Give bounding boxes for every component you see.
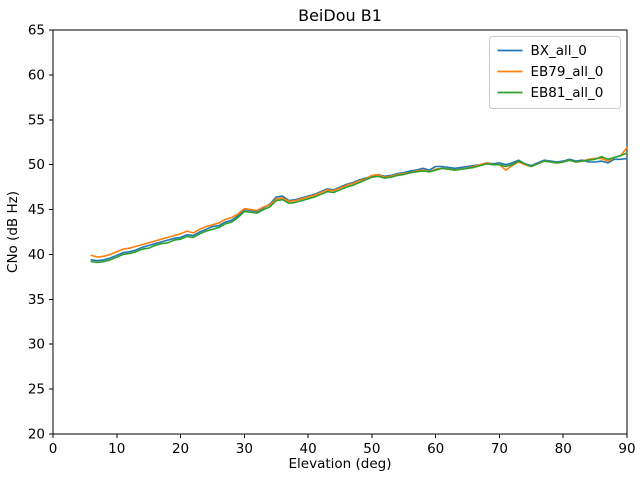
- y-tick-label: 65: [28, 23, 45, 39]
- y-axis-label: CNo (dB Hz): [5, 191, 21, 273]
- y-tick-label: 60: [28, 67, 45, 83]
- y-axis-ticks: 20 25 30 35 40 45 50 55 60 65: [28, 23, 53, 443]
- series-line-BX_all_0: [90, 157, 628, 262]
- y-tick-label: 50: [28, 157, 45, 173]
- y-tick-label: 35: [28, 292, 45, 308]
- x-tick-label: 40: [300, 441, 317, 457]
- series-lines: [90, 146, 628, 264]
- x-tick-label: 10: [108, 441, 125, 457]
- legend-label-BX_all_0: BX_all_0: [531, 43, 587, 59]
- series-line-EB81_all_0: [90, 152, 628, 264]
- y-tick-label: 55: [28, 112, 45, 128]
- x-axis-label: Elevation (deg): [289, 456, 392, 472]
- x-tick-label: 60: [427, 441, 444, 457]
- axes-spines: [52, 29, 628, 435]
- x-tick-label: 0: [49, 441, 58, 457]
- x-axis-ticks: 0 10 20 30 40 50 60 70 80 90: [49, 434, 636, 457]
- legend-label-EB81_all_0: EB81_all_0: [531, 85, 604, 101]
- y-tick-label: 45: [28, 202, 45, 218]
- legend-box: [489, 36, 621, 109]
- y-tick-label: 30: [28, 337, 45, 353]
- legend: BX_all_0 EB79_all_0 EB81_all_0: [489, 36, 621, 109]
- x-tick-label: 80: [555, 441, 572, 457]
- chart-title: BeiDou B1: [298, 6, 382, 25]
- x-tick-label: 50: [363, 441, 380, 457]
- legend-label-EB79_all_0: EB79_all_0: [531, 64, 604, 80]
- y-tick-label: 40: [28, 247, 45, 263]
- x-tick-label: 70: [491, 441, 508, 457]
- x-tick-label: 20: [172, 441, 189, 457]
- x-tick-label: 90: [618, 441, 635, 457]
- y-tick-label: 20: [28, 427, 45, 443]
- y-tick-label: 25: [28, 382, 45, 398]
- x-tick-label: 30: [236, 441, 253, 457]
